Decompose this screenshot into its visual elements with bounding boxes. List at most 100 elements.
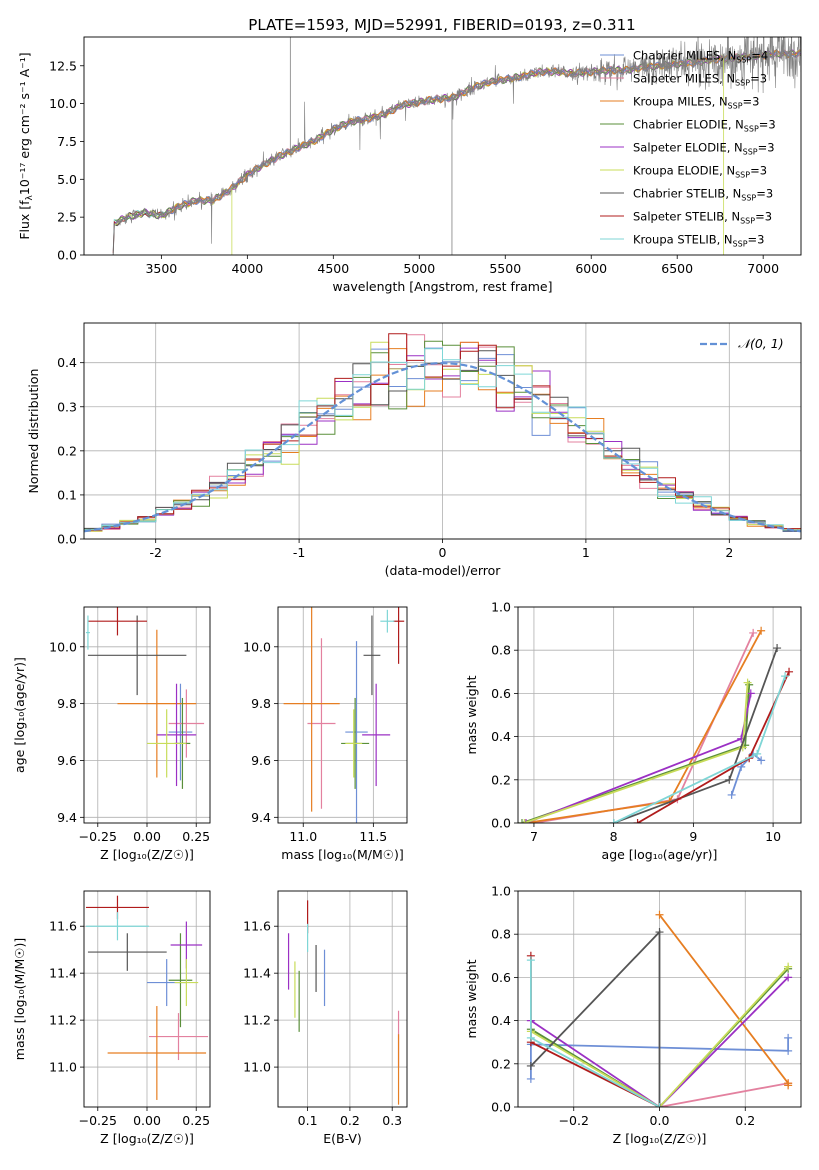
y-tick-label: 0.0: [57, 532, 77, 547]
legend-label-chabrier-elodie: Chabrier ELODIE, NSSP=3: [633, 118, 776, 134]
x-tick-label: 10: [765, 829, 781, 844]
plot-area: [85, 607, 205, 789]
legend-label-kroupa-stelib: Kroupa STELIB, NSSP=3: [633, 233, 764, 249]
y-tick-label: 0.8: [491, 927, 511, 942]
histogram-salpeter-stelib: [84, 333, 801, 539]
y-tick-label: 10.0: [49, 639, 77, 654]
panel-age_vs_Z: −0.25 0.00 0.25 9.4 9.6 9.8 10.0 Z [log₁₀(Z/Z☉)…: [12, 606, 211, 862]
observed-spectrum-line: [112, 37, 801, 255]
x-axis-label: mass [log₁₀(M/M☉)]: [281, 847, 403, 862]
point-marker-chabrier-miles: [784, 1033, 793, 1042]
y-axis-label: mass weight: [464, 959, 479, 1038]
point-marker-kroupa-miles: [757, 626, 766, 635]
y-tick-label: 10.0: [243, 639, 271, 654]
y-tick-label: 0.1: [57, 487, 77, 502]
panel-mass_weight_vs_Z: −0.2 0.0 0.2 0.0 0.2 0.4 0.6 0.8 1.0 Z [log₁₀(Z/Z…: [464, 884, 802, 1146]
x-tick-label: -1: [293, 545, 305, 560]
y-tick-label: 0.8: [491, 643, 511, 658]
point-marker-chabrier-miles: [757, 756, 766, 765]
x-tick-label: 7000: [747, 261, 779, 276]
plot-area: [283, 607, 405, 823]
y-tick-label: 9.6: [57, 753, 77, 768]
series-line-kroupa-elodie: [530, 965, 789, 1107]
point-marker-salpeter-elodie: [784, 973, 793, 982]
x-tick-label: 2: [725, 545, 733, 560]
x-tick-label: −0.25: [79, 1113, 117, 1128]
series-line-kroupa-miles: [525, 630, 762, 823]
x-axis-label: Z [log₁₀(Z/Z☉)]: [100, 847, 194, 862]
x-tick-label: 4500: [317, 261, 349, 276]
x-tick-label: 3500: [145, 261, 177, 276]
point-marker-salpeter-miles: [749, 628, 758, 637]
axes-frame: [517, 606, 802, 824]
plot-area: [112, 37, 801, 255]
x-tick-label: 7: [530, 829, 538, 844]
x-tick-label: 0.00: [133, 829, 161, 844]
plot-area: [518, 626, 794, 823]
panel-mass_vs_Z: −0.25 0.00 0.25 11.0 11.2 11.4 11.6 Z [log₁₀(Z/…: [12, 890, 211, 1146]
y-tick-label: 0.6: [491, 970, 511, 985]
legend-label-chabrier-miles: Chabrier MILES, NSSP=4: [633, 49, 768, 65]
axes-frame: [277, 606, 408, 824]
point-marker-chabrier-stelib: [725, 775, 734, 784]
y-tick-label: 0.4: [57, 355, 77, 370]
panel-age_vs_mass: 11.0 11.5 9.4 9.6 9.8 10.0 mass [log₁₀(M/M☉)]: [243, 606, 408, 862]
axes-frame: [83, 606, 211, 824]
series-line-kroupa-miles: [658, 914, 789, 1086]
series-line-kroupa-elodie: [524, 682, 749, 823]
x-tick-label: 6500: [661, 261, 693, 276]
x-tick-label: 5000: [403, 261, 435, 276]
point-marker-kroupa-stelib: [526, 1033, 535, 1042]
y-tick-label: 0.3: [57, 399, 77, 414]
y-axis-label: age [log₁₀(age/yr)]: [12, 657, 27, 773]
figure-title: PLATE=1593, MJD=52991, FIBERID=0193, z=0…: [248, 16, 635, 34]
legend-label-salpeter-elodie: Salpeter ELODIE, NSSP=3: [633, 141, 775, 157]
x-tick-label: 11.0: [289, 829, 317, 844]
series-line-salpeter-stelib: [530, 955, 660, 1107]
series-line-chabrier-stelib: [613, 647, 778, 823]
legend-label-kroupa-elodie: Kroupa ELODIE, NSSP=3: [633, 164, 767, 180]
y-tick-label: 1.0: [491, 600, 511, 615]
x-tick-label: 4000: [231, 261, 263, 276]
axes-frame: [277, 890, 408, 1108]
y-tick-label: 11.4: [49, 966, 77, 981]
series-line-salpeter-elodie: [530, 976, 789, 1107]
x-tick-label: −0.2: [559, 1113, 589, 1128]
y-tick-label: 12.5: [49, 58, 77, 73]
series-line-chabrier-elodie: [530, 968, 789, 1107]
point-marker-kroupa-elodie: [743, 678, 752, 687]
x-axis-label: wavelength [Angstrom, rest frame]: [332, 279, 552, 294]
x-tick-label: 8: [610, 829, 618, 844]
x-tick-label: -2: [149, 545, 161, 560]
y-tick-label: 7.5: [57, 134, 77, 149]
x-tick-label: 0.2: [735, 1113, 755, 1128]
point-marker-kroupa-stelib: [609, 819, 618, 823]
axes-frame: [83, 890, 211, 1108]
point-marker-kroupa-stelib: [655, 1103, 664, 1107]
y-tick-label: 0.0: [491, 1100, 511, 1115]
y-tick-label: 0.2: [491, 772, 511, 787]
y-axis-label: Normed distribution: [26, 369, 41, 494]
point-marker-kroupa-stelib: [753, 749, 762, 758]
point-marker-chabrier-miles: [784, 1046, 793, 1055]
series-line-chabrier-stelib: [530, 929, 661, 1107]
axes-frame: [83, 36, 802, 256]
y-tick-label: 11.0: [49, 1060, 77, 1075]
y-tick-label: 0.4: [491, 1013, 511, 1028]
x-axis-label: E(B-V): [323, 1131, 362, 1146]
y-tick-label: 0.6: [491, 686, 511, 701]
legend-label-normal: 𝒩(0, 1): [738, 336, 784, 351]
panel-spectrum: 3500 4000 4500 5000 5500 6000 6500 7000 0.0 2.5 5.…: [17, 36, 802, 294]
y-tick-label: 11.6: [243, 919, 271, 934]
model-line-chabrier-miles: [168, 50, 801, 215]
y-tick-label: 0.0: [491, 816, 511, 831]
y-tick-label: 5.0: [57, 172, 77, 187]
x-tick-label: 0.0: [650, 1113, 670, 1128]
point-marker-kroupa-stelib: [781, 672, 790, 681]
legend-label-salpeter-stelib: Salpeter STELIB, NSSP=3: [633, 210, 772, 226]
point-marker-salpeter-elodie: [521, 819, 530, 823]
plot-area: [287, 900, 400, 1105]
histogram-kroupa-stelib: [84, 348, 801, 539]
x-tick-label: 0.2: [340, 1113, 360, 1128]
